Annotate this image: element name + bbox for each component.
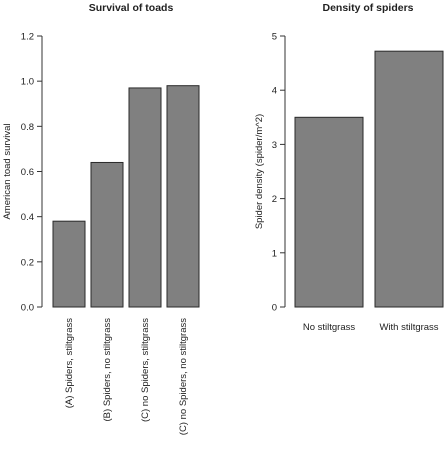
y-tick-label: 0.4: [21, 212, 34, 223]
bar-2: [90, 161, 124, 308]
y-tick-label: 1: [272, 248, 277, 259]
toad-survival-panel: Survival of toads 0.0 0.2 0.4 0.6 0.8 1.0 1.2 Am…: [2, 2, 200, 435]
x-category-label: No stiltgrass: [303, 322, 356, 333]
bar-1: [52, 220, 86, 308]
chart-title: Density of spiders: [322, 2, 413, 14]
x-category-label: With stiltgrass: [379, 322, 438, 333]
x-category-label: (C) no Spiders, no stiltgrass: [178, 318, 189, 435]
x-category-label: (B) Spiders, no stiltgrass: [102, 318, 113, 422]
y-tick-label: 1.2: [21, 32, 34, 43]
x-category-label: (C) no Spiders, stiltgrass: [140, 318, 151, 422]
y-tick-label: 4: [272, 86, 277, 97]
y-tick-label: 0.2: [21, 257, 34, 268]
y-tick-label: 1.0: [21, 77, 34, 88]
y-tick-label: 5: [272, 32, 277, 43]
bar-1: [294, 116, 364, 308]
y-tick-label: 0.6: [21, 167, 34, 178]
spider-density-panel: Density of spiders 0 1 2 3 4 5 Spider density (…: [254, 2, 444, 333]
y-tick-label: 2: [272, 194, 277, 205]
bar-4: [166, 85, 200, 308]
y-tick-label: 0.0: [21, 303, 34, 314]
chart-title: Survival of toads: [89, 2, 174, 14]
bar-3: [128, 87, 162, 308]
y-tick-label: 0: [272, 303, 277, 314]
x-category-label: (A) Spiders, stiltgrass: [64, 318, 75, 409]
y-tick-label: 0.8: [21, 122, 34, 133]
y-axis-label: American toad survival: [2, 123, 13, 219]
y-tick-label: 3: [272, 140, 277, 151]
bar-2: [374, 50, 444, 308]
y-axis-label: Spider density (spider/m^2): [254, 114, 265, 229]
